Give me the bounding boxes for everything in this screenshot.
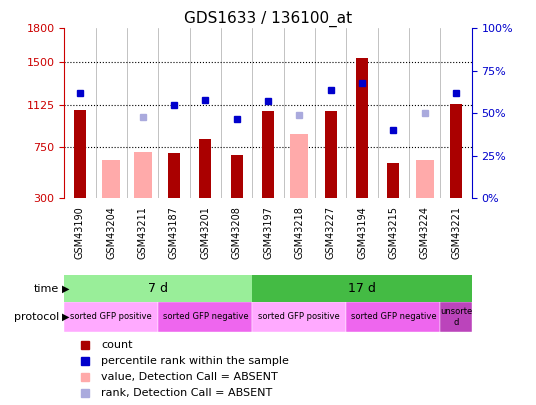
Text: 17 d: 17 d xyxy=(348,282,376,295)
Bar xyxy=(102,160,120,198)
Bar xyxy=(291,134,308,198)
Text: protocol: protocol xyxy=(14,312,59,322)
Bar xyxy=(133,152,152,198)
Text: sorted GFP positive: sorted GFP positive xyxy=(70,312,152,322)
Bar xyxy=(356,58,368,198)
Text: time: time xyxy=(34,284,59,294)
Bar xyxy=(252,275,472,302)
Bar xyxy=(158,302,252,332)
Text: value, Detection Call = ABSENT: value, Detection Call = ABSENT xyxy=(101,372,278,382)
Text: sorted GFP negative: sorted GFP negative xyxy=(162,312,248,322)
Bar xyxy=(64,302,158,332)
Text: count: count xyxy=(101,340,132,350)
Bar xyxy=(441,302,472,332)
Bar xyxy=(388,163,399,198)
Text: 7 d: 7 d xyxy=(148,282,168,295)
Text: ▶: ▶ xyxy=(62,284,69,294)
Bar xyxy=(450,104,462,198)
Text: rank, Detection Call = ABSENT: rank, Detection Call = ABSENT xyxy=(101,388,272,399)
Bar xyxy=(252,302,346,332)
Text: percentile rank within the sample: percentile rank within the sample xyxy=(101,356,289,366)
Bar xyxy=(416,160,434,198)
Text: ▶: ▶ xyxy=(62,312,69,322)
Bar xyxy=(262,111,274,198)
Bar xyxy=(199,139,211,198)
Bar xyxy=(74,110,86,198)
Text: sorted GFP negative: sorted GFP negative xyxy=(351,312,436,322)
Bar xyxy=(230,156,243,198)
Text: sorted GFP positive: sorted GFP positive xyxy=(258,312,340,322)
Bar xyxy=(168,153,180,198)
Bar xyxy=(64,275,252,302)
Bar xyxy=(346,302,441,332)
Text: unsorte
d: unsorte d xyxy=(440,307,472,326)
Bar xyxy=(325,111,337,198)
Title: GDS1633 / 136100_at: GDS1633 / 136100_at xyxy=(184,11,352,27)
